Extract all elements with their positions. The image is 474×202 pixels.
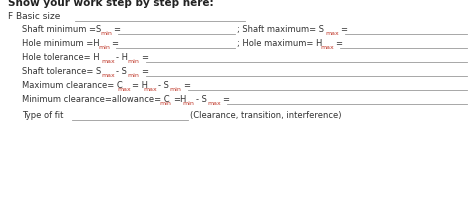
Text: =: = bbox=[340, 25, 347, 34]
Text: min: min bbox=[169, 87, 181, 92]
Text: Minimum clearance=allowance= C: Minimum clearance=allowance= C bbox=[22, 95, 170, 103]
Text: Shaft tolerance= S: Shaft tolerance= S bbox=[22, 67, 101, 76]
Text: - H: - H bbox=[116, 53, 128, 62]
Text: - S: - S bbox=[116, 67, 127, 76]
Text: (Clearance, transition, interference): (Clearance, transition, interference) bbox=[190, 110, 341, 119]
Text: max: max bbox=[101, 73, 115, 78]
Text: max: max bbox=[325, 31, 339, 36]
Text: max: max bbox=[117, 87, 131, 92]
Text: F Basic size: F Basic size bbox=[8, 12, 60, 21]
Text: =: = bbox=[222, 95, 229, 103]
Text: max: max bbox=[320, 45, 334, 50]
Text: - S: - S bbox=[158, 81, 169, 89]
Text: ; Shaft maximum= S: ; Shaft maximum= S bbox=[237, 25, 324, 34]
Text: max: max bbox=[207, 101, 221, 105]
Text: =: = bbox=[335, 39, 342, 48]
Text: =: = bbox=[113, 25, 120, 34]
Text: max: max bbox=[101, 59, 115, 64]
Text: min: min bbox=[98, 45, 110, 50]
Text: max: max bbox=[143, 87, 157, 92]
Text: Shaft minimum =S: Shaft minimum =S bbox=[22, 25, 101, 34]
Text: =: = bbox=[141, 67, 148, 76]
Text: min: min bbox=[100, 31, 112, 36]
Text: = H: = H bbox=[132, 81, 148, 89]
Text: Hole tolerance= H: Hole tolerance= H bbox=[22, 53, 100, 62]
Text: Show your work step by step here:: Show your work step by step here: bbox=[8, 0, 214, 8]
Text: min: min bbox=[159, 101, 171, 105]
Text: min: min bbox=[182, 101, 194, 105]
Text: =: = bbox=[141, 53, 148, 62]
Text: min: min bbox=[127, 59, 139, 64]
Text: Type of fit: Type of fit bbox=[22, 110, 64, 119]
Text: Hole minimum =H: Hole minimum =H bbox=[22, 39, 100, 48]
Text: =: = bbox=[111, 39, 118, 48]
Text: - S: - S bbox=[196, 95, 207, 103]
Text: min: min bbox=[127, 73, 139, 78]
Text: ; Hole maximum= H: ; Hole maximum= H bbox=[237, 39, 322, 48]
Text: =H: =H bbox=[173, 95, 186, 103]
Text: =: = bbox=[183, 81, 190, 89]
Text: Maximum clearance= C: Maximum clearance= C bbox=[22, 81, 123, 89]
